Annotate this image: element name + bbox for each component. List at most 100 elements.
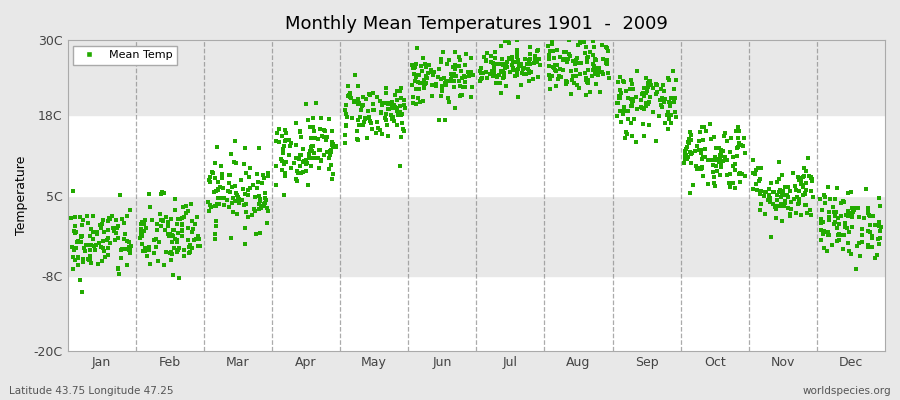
Point [134,231,148,237]
Point [452,78,466,84]
Point [582,89,597,96]
Point [641,80,655,86]
Point [232,196,247,202]
Point [176,204,190,210]
Point [80,256,94,262]
Point [521,78,535,84]
Point [454,74,469,81]
Point [695,156,709,162]
Point [617,104,632,110]
Point [64,215,78,221]
Point [417,81,431,87]
Point [112,270,126,277]
Point [794,181,808,187]
Point [758,211,772,218]
Point [578,70,592,76]
Point [351,136,365,143]
Point [251,193,266,199]
Point [462,73,476,79]
Point [842,212,856,219]
Point [523,51,537,57]
Point [500,83,514,90]
Point [408,64,422,70]
Point [698,154,712,160]
Point [723,149,737,156]
Point [621,116,635,122]
Point [237,161,251,167]
Point [509,47,524,54]
Point [212,200,226,207]
Point [494,90,508,96]
Point [559,48,573,55]
Point [394,94,409,101]
Point [343,90,357,97]
Point [323,148,338,155]
Point [746,156,760,163]
Point [830,238,844,244]
Point [412,80,427,86]
Point [821,184,835,190]
Point [733,170,747,176]
Point [662,76,677,83]
Point [454,82,468,89]
Point [418,81,432,87]
Point [506,66,520,73]
Point [394,85,409,92]
Point [277,161,292,167]
Point [700,181,715,187]
Point [165,251,179,257]
Point [736,143,751,150]
Point [714,147,728,153]
Point [588,71,602,78]
Point [390,97,404,103]
Point [291,169,305,176]
Point [211,179,225,186]
Point [766,189,780,196]
Point [837,199,851,205]
Point [708,154,723,160]
Point [801,155,815,162]
Point [69,229,84,236]
Point [846,208,860,214]
Point [688,148,703,154]
Point [324,162,338,168]
Point [73,233,87,240]
Point [757,193,771,199]
Point [734,142,749,149]
Point [464,84,479,90]
Point [490,74,504,80]
Point [70,237,85,244]
Point [730,145,744,151]
Point [165,231,179,238]
Point [517,71,531,78]
Point [207,230,221,237]
Point [653,97,668,103]
Point [769,205,783,212]
Point [566,58,580,64]
Point [210,144,224,150]
Point [441,95,455,102]
Point [753,201,768,208]
Point [241,192,256,198]
Point [495,56,509,62]
Point [381,106,395,112]
Point [224,184,238,190]
Point [292,129,307,135]
Point [589,81,603,88]
Point [303,144,318,150]
Point [309,100,323,106]
Point [229,182,243,189]
Point [68,230,82,236]
Point [410,74,424,80]
Point [289,120,303,126]
Point [864,244,878,250]
Point [319,137,333,144]
Point [760,196,775,203]
Point [449,72,464,79]
Point [157,190,171,196]
Point [592,89,607,96]
Point [66,265,80,272]
Point [91,260,105,267]
Point [806,176,820,182]
Point [637,133,652,139]
